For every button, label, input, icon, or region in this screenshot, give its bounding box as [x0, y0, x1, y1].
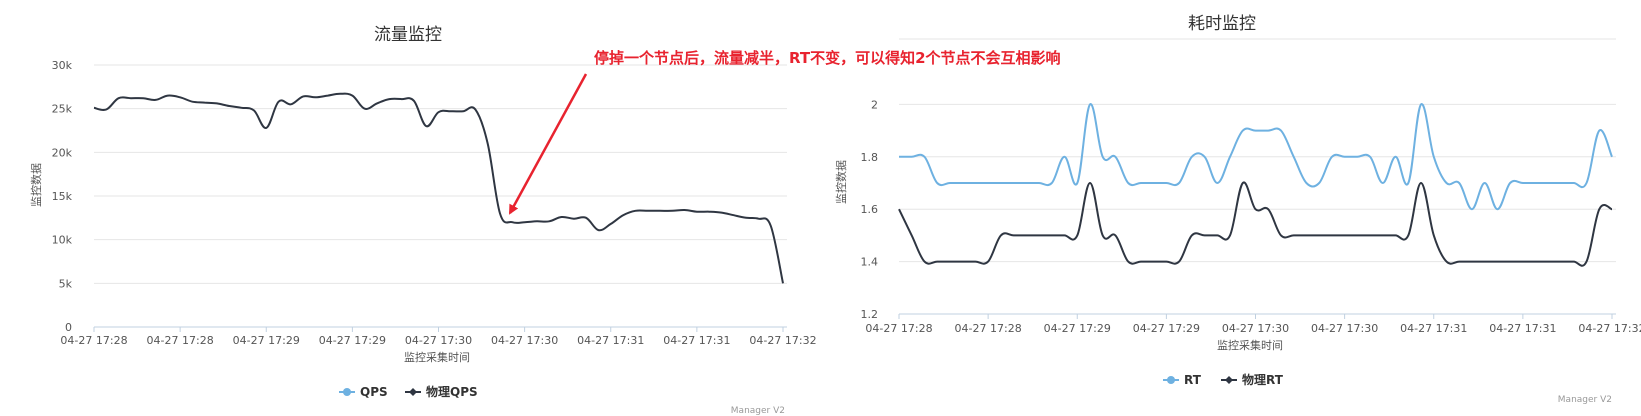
y-tick-label: 0 — [65, 321, 72, 334]
y-tick-label: 1.2 — [861, 308, 879, 321]
y-tick-label: 15k — [52, 190, 73, 203]
latency-chart: 耗时监控 1.21.41.61.82 04-27 17:28 04-27 17:2… — [834, 14, 1641, 405]
y-tick-label: 20k — [52, 146, 73, 159]
x-tick-label: 04-27 17:29 — [1133, 322, 1200, 335]
legend-item-physical-rt[interactable]: 物理RT — [1221, 372, 1284, 387]
chart-title: 耗时监控 — [1188, 14, 1256, 34]
y-tick-label: 10k — [52, 234, 73, 247]
legend-item-qps[interactable]: QPS — [339, 385, 388, 399]
y-tick-label: 1.4 — [861, 256, 879, 269]
x-tick-label: 04-27 17:31 — [577, 334, 644, 347]
x-axis-label: 监控采集时间 — [404, 350, 470, 364]
x-tick-label: 04-27 17:31 — [1400, 322, 1467, 335]
x-axis-ticks: 04-27 17:28 04-27 17:28 04-27 17:29 04-27 1… — [865, 313, 1641, 335]
y-tick-label: 2 — [871, 98, 878, 111]
legend-label: 物理RT — [1242, 372, 1284, 387]
gridlines — [899, 38, 1616, 315]
y-tick-label: 1.8 — [861, 151, 879, 164]
legend-circle-icon — [1167, 376, 1175, 384]
legend-item-rt[interactable]: RT — [1163, 373, 1202, 387]
x-tick-label: 04-27 17:30 — [405, 334, 472, 347]
legend-diamond-icon — [409, 388, 417, 396]
legend: RT 物理RT — [1163, 372, 1284, 387]
x-tick-label: 04-27 17:32 — [749, 334, 816, 347]
x-tick-label: 04-27 17:29 — [1044, 322, 1111, 335]
annotation-arrow-icon — [508, 73, 588, 215]
x-tick-label: 04-27 17:30 — [1311, 322, 1378, 335]
y-axis-label: 监控数据 — [29, 163, 43, 207]
credit-text: Manager V2 — [731, 406, 785, 416]
legend-circle-icon — [343, 388, 351, 396]
legend-label: 物理QPS — [426, 384, 478, 399]
x-tick-label: 04-27 17:31 — [663, 334, 730, 347]
x-tick-label: 04-27 17:30 — [1222, 322, 1289, 335]
annotation: 停掉一个节点后，流量减半，RT不变，可以得知2个节点不会互相影响 — [508, 49, 1061, 215]
series-lines — [93, 92, 784, 284]
x-tick-label: 04-27 17:29 — [319, 334, 386, 347]
series-line — [93, 92, 784, 284]
y-tick-label: 25k — [52, 103, 73, 116]
chart-title: 流量监控 — [374, 25, 442, 45]
x-tick-label: 04-27 17:28 — [865, 322, 932, 335]
series-lines — [898, 103, 1613, 267]
x-tick-label: 04-27 17:28 — [60, 334, 127, 347]
y-axis-label: 监控数据 — [834, 160, 848, 204]
y-axis-ticks: 0 5k 10k 15k 20k 25k 30k — [52, 59, 73, 334]
y-tick-label: 1.6 — [861, 203, 879, 216]
x-axis-ticks: 04-27 17:28 04-27 17:28 04-27 17:29 04-27 1… — [60, 326, 817, 347]
series-line — [899, 103, 1613, 211]
y-tick-label: 30k — [52, 59, 73, 72]
y-tick-label: 5k — [59, 277, 73, 290]
legend-diamond-icon — [1225, 376, 1233, 384]
x-tick-label: 04-27 17:28 — [955, 322, 1022, 335]
legend-label: RT — [1184, 373, 1202, 387]
x-tick-label: 04-27 17:28 — [147, 334, 214, 347]
legend-item-physical-qps[interactable]: 物理QPS — [405, 384, 478, 399]
legend-label: QPS — [360, 385, 388, 399]
annotation-text: 停掉一个节点后，流量减半，RT不变，可以得知2个节点不会互相影响 — [594, 49, 1061, 67]
x-tick-label: 04-27 17:29 — [233, 334, 300, 347]
y-axis-ticks: 1.2 1.4 1.6 1.8 2 — [861, 98, 879, 321]
x-tick-label: 04-27 17:32 — [1578, 322, 1641, 335]
x-tick-label: 04-27 17:31 — [1489, 322, 1556, 335]
credit-text: Manager V2 — [1558, 395, 1612, 405]
x-tick-label: 04-27 17:30 — [491, 334, 558, 347]
legend: QPS 物理QPS — [339, 384, 478, 399]
series-line — [898, 181, 1613, 267]
x-axis-label: 监控采集时间 — [1217, 338, 1283, 352]
gridlines — [94, 64, 787, 328]
